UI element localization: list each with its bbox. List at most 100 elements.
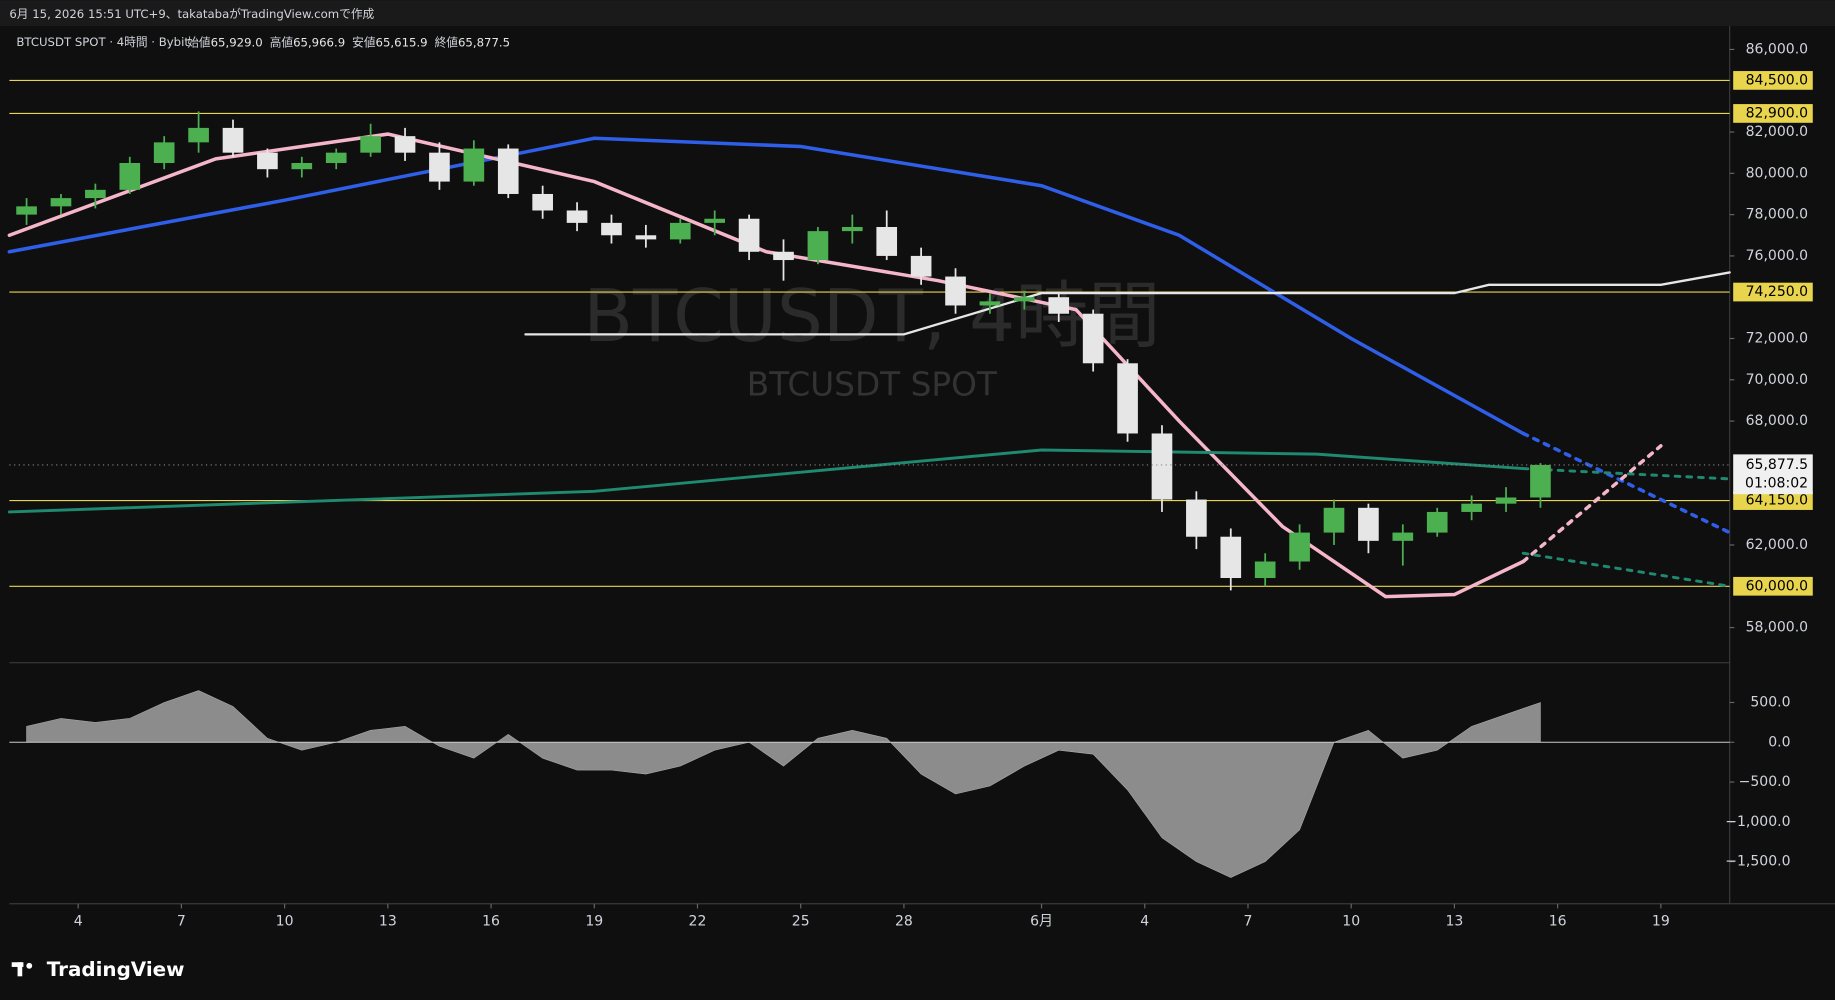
candle-body [669,222,691,240]
y-tick-label: 62,000.0 [1746,537,1808,553]
y-tick-label: 58,000.0 [1746,620,1808,636]
x-tick-label: 19 [1652,913,1670,929]
candle-body [773,251,794,261]
x-tick-label: 4 [74,913,83,929]
candle-body [841,227,863,232]
x-tick-label: 13 [379,913,397,929]
x-tick-label: 22 [689,913,707,929]
candle-body [1117,363,1138,434]
candle-body [1048,297,1070,314]
candle-body [1426,511,1448,533]
ohlc-value: 65,929.0 [211,35,263,49]
ohlc: 始値65,929.0 高値65,966.9 安値65,615.9 終値65,877.5 [187,35,510,49]
candle-body [1461,503,1482,512]
candle-body [1495,497,1517,504]
candle-body [463,148,485,182]
level-label-box [1733,104,1813,123]
candle-body [704,218,726,223]
ohlc-value: 65,966.9 [293,35,345,49]
y-tick-label: 86,000.0 [1746,41,1808,57]
candle-body [635,235,657,240]
ohlc-label: 終値 [435,35,459,49]
x-tick-label: 4 [1140,913,1149,929]
y-tick-label: 70,000.0 [1746,372,1808,388]
indicator-line [7,136,1525,436]
candle-body [1082,313,1104,364]
caption: 6月 15, 2026 15:51 UTC+9、takatabaがTrading… [9,7,374,21]
candle-body [222,127,244,153]
candle-body [1530,464,1551,498]
x-tick-label: 10 [276,913,294,929]
x-tick-label: 7 [1244,913,1253,929]
ohlc-value: 65,877.5 [458,35,510,49]
watermark-title: BTCUSDT, 4時間 [583,275,1160,359]
y-tick-label: 76,000.0 [1746,248,1808,264]
y-tick-label: 82,000.0 [1746,124,1808,140]
last-price-box [1733,454,1813,495]
candle-body [257,152,278,170]
level-label: 64,150.0 [1746,493,1808,509]
candle-body [291,162,313,170]
x-tick-label: 6月 [1030,913,1053,929]
candle-body [325,152,347,163]
watermark-subtitle: BTCUSDT SPOT [747,365,998,403]
ohlc-label: 高値 [270,35,294,49]
candle-body [1014,297,1035,302]
ohlc-label: 始値 [187,35,211,49]
indicator-line [1521,431,1732,535]
x-tick-label: 19 [585,913,603,929]
candle-body [738,218,760,252]
candle-body [188,127,209,143]
logo [17,962,23,977]
candle-body [532,193,553,211]
level-label-box [1733,491,1813,510]
x-tick-label: 13 [1445,913,1463,929]
x-tick-label: 16 [482,913,500,929]
level-label-box [1733,282,1813,302]
candle-body [16,206,37,215]
footer [0,943,1835,1000]
level-label-box [1733,576,1813,596]
candle-body [119,162,141,190]
candle-body [1392,532,1414,541]
candle-body [1186,499,1207,537]
ohlc-value: 65,615.9 [376,35,428,49]
candle-body [1254,561,1276,579]
candle-body [601,222,622,236]
candle-body [566,210,588,223]
candle-body [979,301,1001,306]
x-tick-label: 28 [895,913,913,929]
candle-body [1151,433,1173,500]
candle-body [153,142,175,163]
candle-body [1358,507,1379,541]
candle-body [910,255,932,277]
candle-body [497,148,519,194]
logo [26,962,33,969]
caption-bar [0,0,1835,27]
indicator-line [1521,551,1732,588]
osc-tick-label: 0.0 [1768,734,1790,750]
candle-body [876,227,898,256]
level-label-box [1733,71,1813,90]
osc-tick-label: −500.0 [1739,774,1791,790]
candle-body [807,231,829,261]
brand: TradingView [47,958,185,981]
level-label: 60,000.0 [1746,578,1808,594]
symbol: BTCUSDT SPOT · 4時間 · Bybit [16,35,189,49]
osc-area [26,690,1541,878]
candle-body [50,198,72,207]
osc-tick-label: −1,000.0 [1725,814,1790,830]
candle-body [429,152,450,182]
osc-tick-label: −1,500.0 [1725,854,1790,870]
ohlc-label: 安値 [352,35,376,49]
osc-tick-label: 500.0 [1750,694,1790,710]
candle-body [394,136,416,153]
x-tick-label: 10 [1342,913,1360,929]
x-tick-label: 7 [177,913,186,929]
indicator-line [7,132,1525,599]
candle-body [360,136,381,153]
x-tick-label: 25 [792,913,810,929]
indicator-line [7,448,1525,514]
